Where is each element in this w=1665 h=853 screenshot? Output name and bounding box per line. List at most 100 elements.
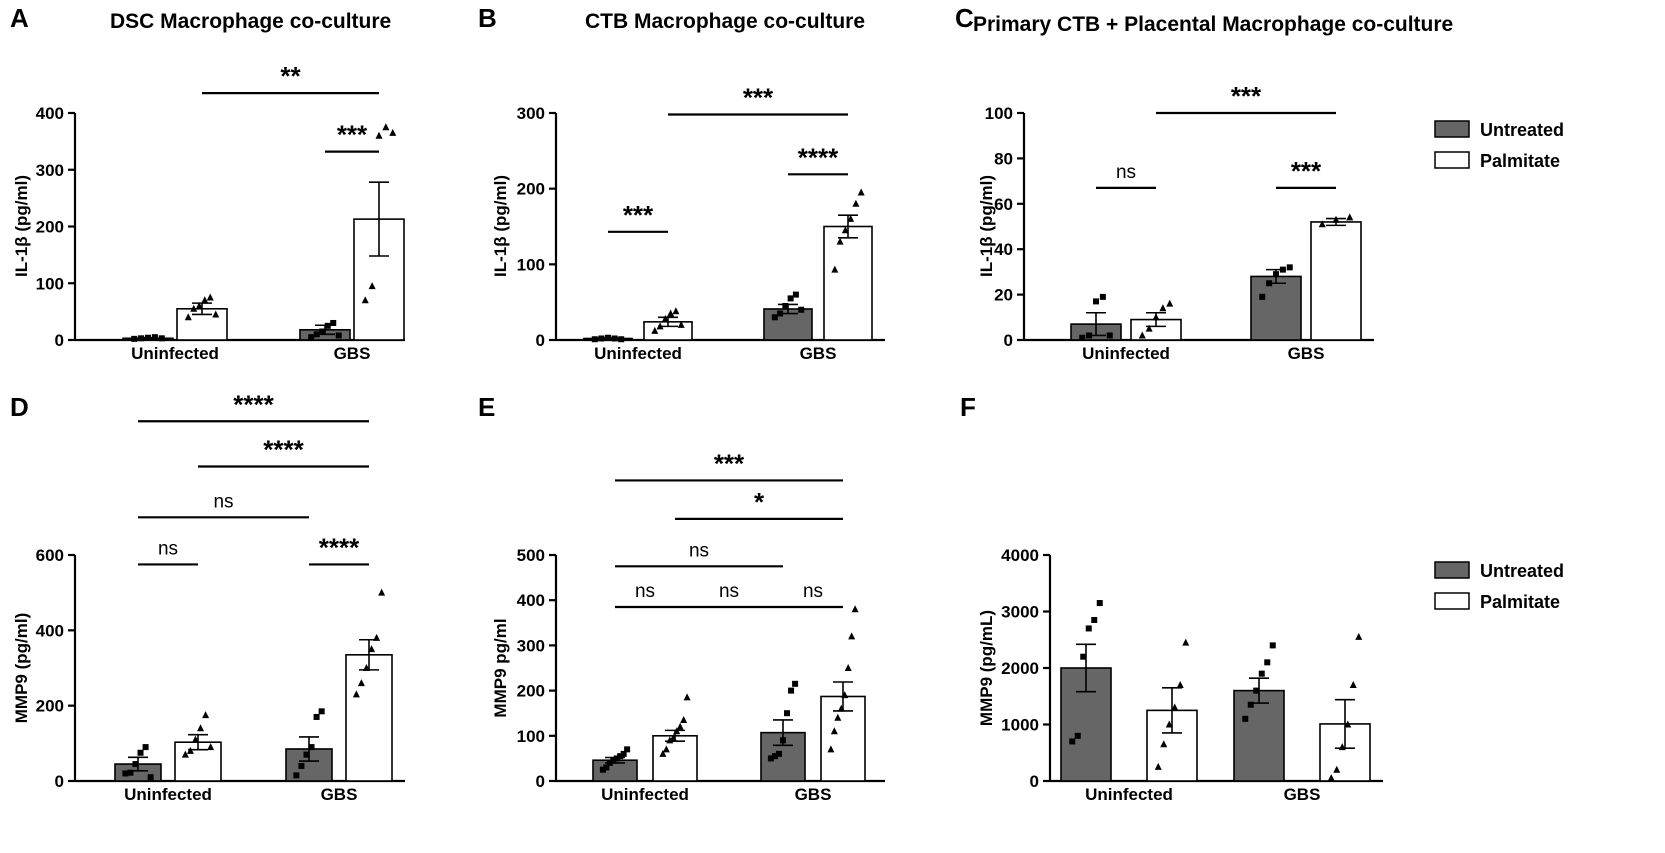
data-point-triangle [857,188,865,196]
y-tick-label: 400 [36,104,64,123]
data-point-triangle [375,131,383,139]
data-point-square [787,295,794,302]
legend-label-palmitate: Palmitate [1480,592,1560,612]
data-point-square [1286,264,1293,271]
bar-palmitate [823,225,873,341]
data-point-triangle [181,750,189,758]
significance-label: **** [233,389,274,419]
data-point-triangle [1165,720,1173,728]
panel-D: D 0 200 400 600 MMP9 (pg/ml) Uninfected GBS ****… [10,389,405,804]
x-category-label: Uninfected [594,344,682,363]
data-point-square [1253,687,1260,694]
data-point-triangle [841,226,849,234]
y-tick-label: 100 [36,274,64,293]
y-tick-label: 0 [1030,772,1039,791]
panel-title: DSC Macrophage co-culture [110,10,391,33]
legend-swatch-palmitate [1434,592,1470,610]
data-point-square [788,687,795,694]
data-point-square [1080,653,1087,660]
data-point-square [335,332,342,339]
data-point-triangle [1138,331,1146,339]
data-point-square [613,755,620,762]
data-point-square [158,335,165,342]
significance-label: *** [623,200,654,230]
data-point-square [771,314,778,321]
bar-palmitate [652,734,698,782]
data-point-triangle [352,690,360,698]
significance-label: ns [719,581,739,602]
significance-label: ns [635,581,655,602]
y-tick-label: 4000 [1001,546,1039,565]
data-point-triangle [361,296,369,304]
data-point-triangle [830,727,838,735]
x-category-label: GBS [795,785,832,804]
data-point-square [792,680,799,687]
data-point-square [293,772,300,779]
x-category-label: Uninfected [601,785,689,804]
y-tick-label: 60 [994,195,1013,214]
y-tick-label: 100 [985,104,1013,123]
data-point-triangle [1346,213,1354,221]
x-category-label: GBS [800,344,837,363]
data-point-triangle [1171,703,1179,711]
y-axis-label: IL-1β (pg/ml) [977,175,996,277]
data-point-triangle [1159,304,1167,312]
data-point-square [313,713,320,720]
significance-label: ns [158,538,178,559]
data-point-triangle [207,743,215,751]
significance-label: *** [1291,156,1322,186]
data-point-triangle [831,265,839,273]
x-category-label: Uninfected [131,344,219,363]
data-point-triangle [852,199,860,207]
data-point-square [1069,738,1076,745]
significance-label: *** [337,120,368,150]
significance-label: ns [803,581,823,602]
data-point-square [618,336,625,343]
data-point-triangle [677,320,685,328]
y-tick-label: 200 [517,682,545,701]
data-point-triangle [662,745,670,753]
bar-untreated [1060,667,1112,782]
data-point-triangle [1160,740,1168,748]
data-point-triangle [1145,324,1153,332]
legend-swatch-untreated [1434,561,1470,579]
y-tick-label: 40 [994,240,1013,259]
data-point-triangle [378,588,386,596]
data-point-square [308,744,315,751]
significance-label: ** [280,61,301,91]
significance-label: **** [319,532,360,562]
data-point-triangle [1166,299,1174,307]
data-point-triangle [1355,632,1363,640]
data-point-square [1247,701,1254,708]
data-point-square [137,749,144,756]
bar-untreated [1250,275,1302,341]
panel-letter: E [478,392,495,422]
legend-swatch-palmitate [1434,151,1470,169]
y-axis-label: MMP9 (pg/mL) [977,610,996,726]
data-point-square [1093,298,1099,305]
y-tick-label: 2000 [1001,659,1039,678]
y-tick-label: 400 [36,621,64,640]
data-point-square [610,757,617,764]
significance-label: *** [743,83,774,113]
significance-label: *** [714,448,745,478]
data-point-triangle [1349,680,1357,688]
data-point-triangle [661,314,669,322]
y-tick-label: 200 [517,180,545,199]
y-tick-label: 600 [36,546,64,565]
data-point-square [1079,334,1086,341]
data-point-triangle [1182,638,1190,646]
y-tick-label: 20 [994,286,1013,305]
data-point-triangle [382,123,390,131]
panel-C: C Primary CTB + Placental Macrophage co-c… [955,3,1453,363]
data-point-square [1258,670,1265,677]
panel-F: F 0 1000 2000 3000 4000 MMP9 (pg/mL) Uninfected… [960,392,1383,804]
y-tick-label: 3000 [1001,603,1039,622]
data-point-square [798,306,805,313]
data-point-triangle [827,745,835,753]
y-tick-label: 0 [536,772,545,791]
significance-label: **** [798,142,839,172]
y-tick-label: 0 [536,331,545,350]
significance-label: ns [213,491,233,512]
